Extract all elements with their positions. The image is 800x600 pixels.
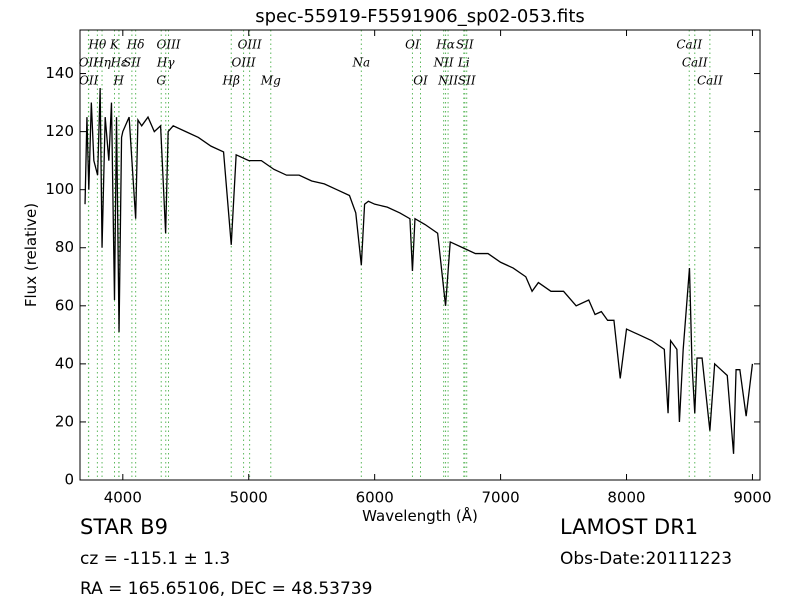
line-label: H <box>113 74 125 88</box>
line-label: Hβ <box>222 74 240 88</box>
y-tick-label: 20 <box>55 412 74 430</box>
redshift: cz = -115.1 ± 1.3 <box>80 549 230 569</box>
line-label: Na <box>351 56 370 70</box>
line-label: NII <box>437 74 458 88</box>
x-tick-label: 4000 <box>104 489 142 507</box>
x-tick-label: 8000 <box>607 489 645 507</box>
x-tick-label: 9000 <box>733 489 771 507</box>
line-label: NII <box>433 56 454 70</box>
line-label: OIII <box>232 56 256 70</box>
line-label: OI <box>413 74 428 88</box>
line-label: OIII <box>156 38 180 52</box>
line-label: Hη <box>92 56 111 70</box>
line-label: OII <box>79 74 99 88</box>
chart-title: spec-55919-F5591906_sp02-053.fits <box>255 6 585 27</box>
line-label: SII <box>123 56 141 70</box>
y-tick-label: 120 <box>45 122 74 140</box>
coordinates: RA = 165.65106, DEC = 48.53739 <box>80 579 372 599</box>
line-label: CaII <box>676 38 702 52</box>
x-tick-label: 7000 <box>481 489 519 507</box>
line-label: G <box>156 74 166 88</box>
obs-date: Obs-Date:20111223 <box>560 549 732 569</box>
x-axis-label: Wavelength (Å) <box>362 506 478 525</box>
line-label: Hθ <box>88 38 107 52</box>
y-tick-label: 60 <box>55 296 74 314</box>
line-label: Hα <box>435 38 455 52</box>
y-tick-label: 40 <box>55 354 74 372</box>
line-label: Mg <box>260 74 281 88</box>
line-label: OI <box>405 38 420 52</box>
survey: LAMOST DR1 <box>560 515 698 539</box>
line-label: SII <box>458 74 476 88</box>
line-label: CaII <box>682 56 708 70</box>
y-tick-label: 140 <box>45 64 74 82</box>
spectrum-line <box>84 88 754 454</box>
object-class: STAR B9 <box>80 515 168 539</box>
plot-frame <box>79 29 761 481</box>
line-label: OIII <box>238 38 262 52</box>
line-label: SII <box>456 38 474 52</box>
line-label: K <box>109 38 120 52</box>
y-tick-label: 100 <box>45 180 74 198</box>
y-tick-label: 0 <box>64 471 74 489</box>
line-label: Hδ <box>126 38 145 52</box>
line-label: Li <box>457 56 470 70</box>
y-tick-label: 80 <box>55 238 74 256</box>
x-tick-label: 6000 <box>356 489 394 507</box>
x-tick-label: 5000 <box>230 489 268 507</box>
line-label: Hγ <box>156 56 175 70</box>
line-label: CaII <box>697 74 723 88</box>
y-axis-label: Flux (relative) <box>22 203 40 307</box>
